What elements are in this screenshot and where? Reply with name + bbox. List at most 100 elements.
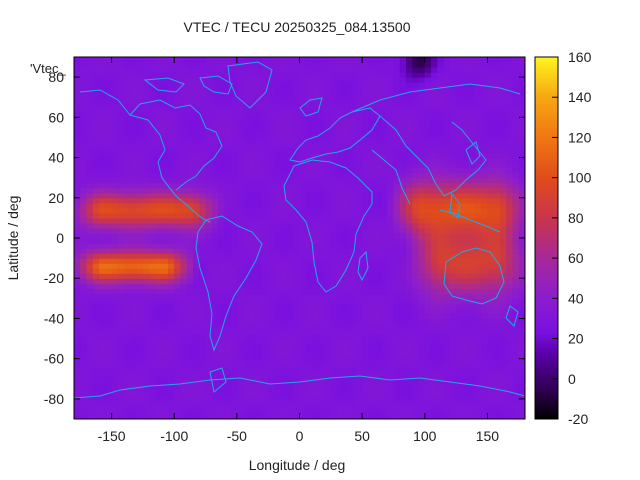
heatmap-cell [487,67,495,73]
heatmap-cell [205,162,213,169]
heatmap-cell [149,232,157,239]
heatmap-cell [280,197,288,204]
heatmap-cell [280,57,288,63]
heatmap-cell [424,398,432,405]
heatmap-cell [180,353,188,360]
heatmap-cell [280,238,288,244]
heatmap-cell [324,273,332,279]
heatmap-cell [274,343,282,350]
heatmap-cell [305,253,313,259]
heatmap-cell [236,157,244,164]
heatmap-cell [349,147,357,154]
heatmap-cell [362,348,369,355]
heatmap-cell [355,338,363,345]
heatmap-cell [412,137,420,144]
heatmap-cell [268,263,276,269]
heatmap-cell [449,152,457,159]
heatmap-cell [193,338,200,345]
heatmap-cell [130,122,138,128]
heatmap-cell [186,232,194,239]
heatmap-cell [355,298,363,304]
heatmap-cell [349,313,357,320]
heatmap-cell [186,268,194,274]
heatmap-cell [487,162,495,169]
heatmap-cell [437,333,445,340]
heatmap-cell [399,87,407,93]
heatmap-cell [155,333,163,340]
heatmap-cell [437,217,445,224]
heatmap-cell [431,147,438,154]
heatmap-cell [161,383,169,390]
heatmap-cell [499,243,507,249]
heatmap-cell [324,177,332,184]
heatmap-cell [224,333,232,340]
heatmap-cell [456,358,463,365]
heatmap-cell [387,77,395,83]
heatmap-cell [412,217,420,224]
heatmap-cell [117,137,125,144]
heatmap-cell [286,333,294,340]
heatmap-cell [380,182,388,189]
heatmap-cell [493,368,501,375]
heatmap-cell [211,62,219,68]
heatmap-cell [474,298,482,304]
heatmap-cell [286,197,294,204]
heatmap-cell [474,398,482,405]
heatmap-cell [431,87,438,93]
heatmap-cell [330,197,338,204]
heatmap-cell [161,353,169,360]
heatmap-cell [117,338,125,345]
heatmap-cell [286,353,294,360]
heatmap-cell [243,182,250,189]
heatmap-cell [155,343,163,350]
heatmap-cell [80,253,88,259]
heatmap-cell [74,177,81,184]
heatmap-cell [186,253,194,259]
heatmap-cell [111,408,119,415]
heatmap-cell [224,283,232,289]
heatmap-cell [280,97,288,103]
heatmap-cell [199,92,207,98]
heatmap-cell [405,388,413,395]
heatmap-cell [337,378,344,385]
heatmap-cell [105,192,113,199]
heatmap-cell [224,137,232,144]
heatmap-cell [193,288,200,294]
heatmap-cell [349,112,357,118]
heatmap-cell [86,243,94,249]
heatmap-cell [230,67,238,73]
heatmap-cell [343,62,351,68]
heatmap-cell [167,112,175,118]
heatmap-cell [324,157,332,164]
heatmap-cell [506,338,514,345]
heatmap-cell [199,207,207,214]
heatmap-cell [205,328,213,335]
heatmap-cell [199,232,207,239]
heatmap-cell [312,373,319,380]
heatmap-cell [299,147,307,154]
heatmap-cell [236,177,244,184]
heatmap-cell [161,268,169,274]
heatmap-cell [312,348,319,355]
heatmap-cell [117,132,125,139]
heatmap-cell [374,353,382,360]
heatmap-cell [161,313,169,320]
heatmap-cell [230,82,238,88]
heatmap-cell [199,308,207,315]
heatmap-cell [286,348,294,355]
heatmap-cell [355,192,363,199]
heatmap-cell [236,268,244,274]
heatmap-cell [286,222,294,229]
heatmap-cell [387,92,395,98]
heatmap-cell [117,97,125,103]
heatmap-cell [418,197,426,204]
heatmap-cell [374,232,382,239]
heatmap-cell [167,323,175,330]
heatmap-cell [86,212,94,219]
heatmap-cell [481,368,489,375]
heatmap-cell [387,57,395,63]
heatmap-cell [86,207,94,214]
heatmap-cell [218,338,225,345]
heatmap-cell [199,398,207,405]
heatmap-cell [312,207,319,214]
